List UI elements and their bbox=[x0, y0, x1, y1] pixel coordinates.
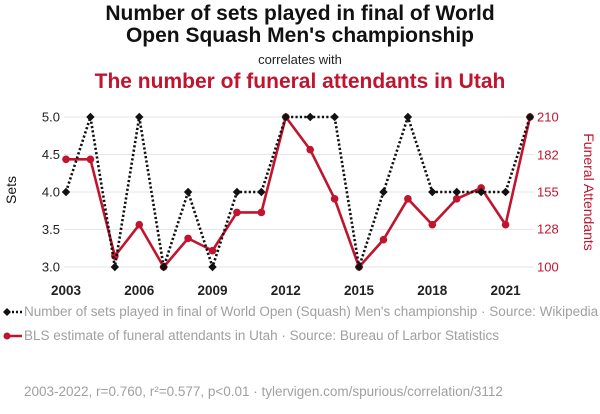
chart-titles: Number of sets played in final of World … bbox=[0, 0, 600, 94]
sets-point bbox=[354, 262, 364, 272]
sets-point bbox=[525, 112, 535, 122]
legend-swatch-sets bbox=[3, 308, 22, 316]
x-tick-label: 2003 bbox=[51, 283, 82, 298]
funeral-point bbox=[135, 220, 144, 229]
right-tick-label: 128 bbox=[537, 221, 559, 236]
legend-label-sets: Number of sets played in final of World … bbox=[24, 304, 599, 319]
right-tick-label: 100 bbox=[537, 260, 559, 275]
x-tick-label: 2012 bbox=[271, 283, 301, 298]
correlation-chart: 3.0 3.5 4.0 4.5 5.0 100 128 155 182 210 2003 2006 20… bbox=[3, 110, 597, 299]
funeral-point bbox=[452, 195, 461, 203]
right-tick-label: 210 bbox=[537, 110, 559, 125]
funeral-point bbox=[428, 220, 437, 229]
right-tick-label: 155 bbox=[537, 185, 559, 200]
funeral-series-line bbox=[66, 115, 532, 269]
funeral-point bbox=[184, 234, 192, 243]
chart-subtitle: The number of funeral attendants in Utah bbox=[94, 70, 506, 93]
x-tick-label: 2018 bbox=[417, 283, 448, 298]
legend-label-funeral: BLS estimate of funeral attendants in Ut… bbox=[24, 328, 500, 343]
sets-point bbox=[281, 112, 290, 122]
x-tick-label: 2021 bbox=[491, 283, 522, 298]
sets-point bbox=[403, 112, 413, 122]
left-tick-label: 4.0 bbox=[42, 185, 60, 200]
left-tick-label: 3.5 bbox=[42, 222, 60, 237]
sets-point bbox=[379, 187, 388, 197]
legend-item-sets: Number of sets played in final of World … bbox=[0, 304, 600, 320]
footer-stats: 2003-2022, r=0.760, r²=0.577, p<0.01 · t… bbox=[24, 384, 503, 399]
funeral-point bbox=[257, 208, 266, 217]
funeral-point bbox=[501, 220, 510, 229]
correlates-with-label: correlates with bbox=[258, 52, 342, 67]
sets-point bbox=[306, 112, 315, 122]
funeral-point bbox=[404, 195, 412, 203]
legend-swatch-funeral bbox=[3, 332, 22, 340]
legend: Number of sets played in final of World … bbox=[0, 304, 600, 344]
funeral-point bbox=[233, 208, 241, 217]
left-tick-label: 3.0 bbox=[42, 260, 60, 275]
x-tick-label: 2009 bbox=[198, 283, 228, 298]
legend-item-funeral: BLS estimate of funeral attendants in Ut… bbox=[0, 328, 600, 344]
x-tick-label: 2015 bbox=[344, 283, 375, 298]
funeral-point bbox=[208, 246, 217, 255]
sets-point bbox=[476, 187, 486, 197]
sets-point bbox=[135, 112, 144, 122]
sets-point bbox=[159, 262, 168, 272]
sets-point bbox=[428, 187, 437, 197]
funeral-point bbox=[86, 155, 95, 164]
left-tick-label: 5.0 bbox=[42, 110, 60, 125]
funeral-point bbox=[330, 195, 339, 203]
sets-point bbox=[257, 187, 266, 197]
sets-point bbox=[232, 187, 242, 197]
sets-point bbox=[61, 187, 71, 197]
sets-point bbox=[452, 187, 461, 197]
x-tick-label: 2006 bbox=[124, 283, 155, 298]
funeral-point bbox=[306, 145, 315, 154]
right-axis-title: Funeral Attendants bbox=[581, 133, 597, 251]
sets-point bbox=[330, 112, 339, 122]
sets-point bbox=[208, 262, 217, 272]
left-tick-label: 4.5 bbox=[42, 147, 60, 162]
funeral-point bbox=[62, 155, 70, 164]
sets-point bbox=[86, 112, 95, 122]
sets-point bbox=[501, 187, 510, 197]
right-tick-label: 182 bbox=[537, 148, 559, 163]
sets-point bbox=[110, 262, 120, 272]
chart-title: Number of sets played in final of World … bbox=[105, 2, 495, 47]
sets-point bbox=[183, 187, 193, 197]
funeral-point bbox=[379, 235, 388, 244]
left-axis-title: Sets bbox=[3, 176, 19, 204]
